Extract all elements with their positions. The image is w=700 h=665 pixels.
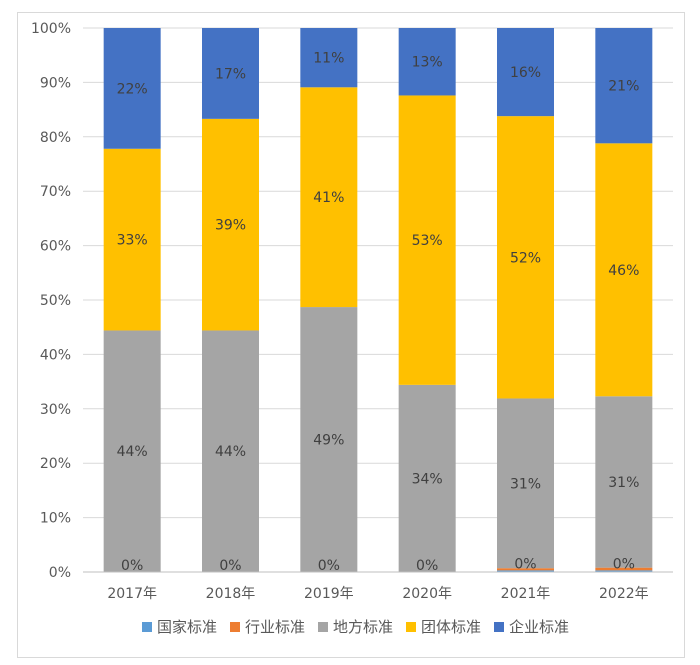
data-label: 49% (313, 433, 344, 449)
data-label: 46% (608, 263, 639, 279)
data-label: 0% (416, 558, 438, 574)
bar-segment (497, 568, 554, 571)
legend-swatch (142, 622, 152, 632)
data-label: 16% (510, 65, 541, 81)
bar-segment (300, 87, 358, 308)
data-label: 0% (121, 558, 143, 574)
y-tick-label: 90% (40, 75, 71, 91)
bar-segment (300, 307, 358, 572)
data-label: 34% (412, 471, 443, 487)
data-label: 22% (117, 81, 148, 97)
legend-swatch (494, 622, 504, 632)
x-tick-label: 2018年 (206, 586, 256, 602)
x-tick-label: 2020年 (402, 586, 452, 602)
y-tick-label: 80% (40, 130, 71, 146)
bar-segment (300, 28, 358, 88)
data-label: 44% (117, 444, 148, 460)
data-label: 21% (608, 79, 639, 95)
data-label: 41% (313, 190, 344, 206)
legend-label: 国家标准 (157, 618, 217, 636)
legend-swatch (230, 622, 240, 632)
y-tick-label: 10% (40, 511, 71, 527)
data-label: 11% (313, 51, 344, 67)
data-label: 31% (510, 476, 541, 492)
bar-segment (595, 570, 653, 572)
bar-segment (202, 28, 259, 119)
legend-label: 团体标准 (421, 618, 481, 636)
legend-swatch (318, 622, 328, 632)
bar-segment (497, 398, 554, 569)
gridlines (83, 27, 673, 573)
bar-segment (103, 330, 161, 572)
data-label: 39% (215, 218, 246, 234)
legend-swatch (406, 622, 416, 632)
bar-segment (398, 384, 456, 572)
chart-frame: 0% 10% 20% 30% 40% 50% 60% 70% 80% 90% 100% 0% 44% 3… (17, 12, 685, 658)
legend-label: 行业标准 (245, 618, 305, 636)
y-tick-label: 20% (40, 456, 71, 472)
data-label: 44% (215, 444, 246, 460)
data-label: 52% (510, 250, 541, 266)
x-tick-label: 2017年 (107, 586, 157, 602)
bar-segment (595, 143, 653, 397)
data-label: 0% (318, 558, 340, 574)
x-axis: 2017年 2018年 2019年 2020年 2021年 2022年 (83, 571, 673, 602)
bars (103, 28, 653, 572)
bar-segment (103, 148, 161, 331)
bar-segment (497, 570, 554, 572)
legend-label: 地方标准 (333, 618, 393, 636)
stacked-bar-chart: 0% 10% 20% 30% 40% 50% 60% 70% 80% 90% 100% 0% 44% 3… (31, 21, 673, 636)
data-labels: 0% 44% 33% 22% 0% 44% 39% 17% 0% 49% 41% 11% 0% 34% 53… (117, 51, 640, 574)
bar-segment (497, 28, 554, 117)
x-tick-label: 2021年 (501, 586, 551, 602)
data-label: 53% (412, 233, 443, 249)
bar-segment (497, 116, 554, 399)
data-label: 0% (514, 556, 536, 572)
bar-segment (595, 396, 653, 568)
data-label: 0% (219, 558, 241, 574)
bar-segment (103, 28, 161, 149)
x-tick-label: 2019年 (304, 586, 354, 602)
y-tick-label: 100% (31, 21, 71, 37)
bar-segment (202, 118, 259, 331)
bar-segment (595, 567, 653, 571)
data-label: 31% (608, 475, 639, 491)
y-tick-label: 40% (40, 347, 71, 363)
y-axis: 0% 10% 20% 30% 40% 50% 60% 70% 80% 90% 100% (31, 21, 71, 581)
legend-label: 企业标准 (509, 618, 569, 636)
y-tick-label: 0% (49, 565, 71, 581)
bar-segment (398, 95, 456, 385)
data-label: 13% (412, 55, 443, 71)
bar-segment (202, 330, 259, 572)
data-label: 17% (215, 66, 246, 82)
y-tick-label: 70% (40, 184, 71, 200)
y-tick-label: 30% (40, 402, 71, 418)
bar-segment (398, 28, 456, 96)
bar-segment (595, 28, 653, 144)
x-tick-label: 2022年 (599, 586, 649, 602)
data-label: 33% (117, 233, 148, 249)
y-tick-label: 50% (40, 293, 71, 309)
legend: 国家标准 行业标准 地方标准 团体标准 企业标准 (142, 618, 569, 636)
y-tick-label: 60% (40, 239, 71, 255)
data-label: 0% (613, 556, 635, 572)
